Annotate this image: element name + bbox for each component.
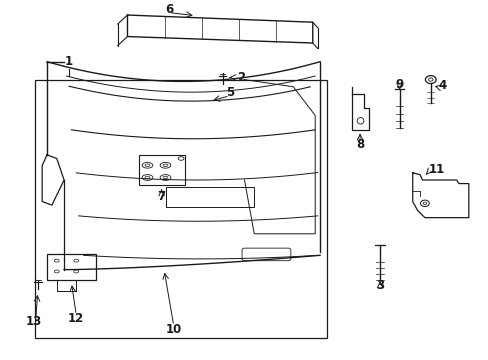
Text: 6: 6: [164, 3, 173, 16]
Text: 2: 2: [237, 71, 244, 84]
Text: 12: 12: [68, 311, 84, 325]
Text: 5: 5: [225, 86, 234, 99]
Text: 10: 10: [165, 323, 182, 336]
Bar: [139, 155, 184, 185]
Text: 9: 9: [395, 78, 403, 91]
Bar: [166, 187, 254, 207]
Text: 13: 13: [26, 315, 42, 328]
Bar: [47, 253, 96, 280]
Text: 3: 3: [375, 279, 384, 292]
Text: 11: 11: [428, 163, 444, 176]
Text: 4: 4: [438, 79, 446, 92]
Text: 1: 1: [65, 55, 73, 68]
Text: 8: 8: [355, 138, 364, 150]
Bar: [35, 80, 327, 338]
Text: 7: 7: [157, 190, 165, 203]
